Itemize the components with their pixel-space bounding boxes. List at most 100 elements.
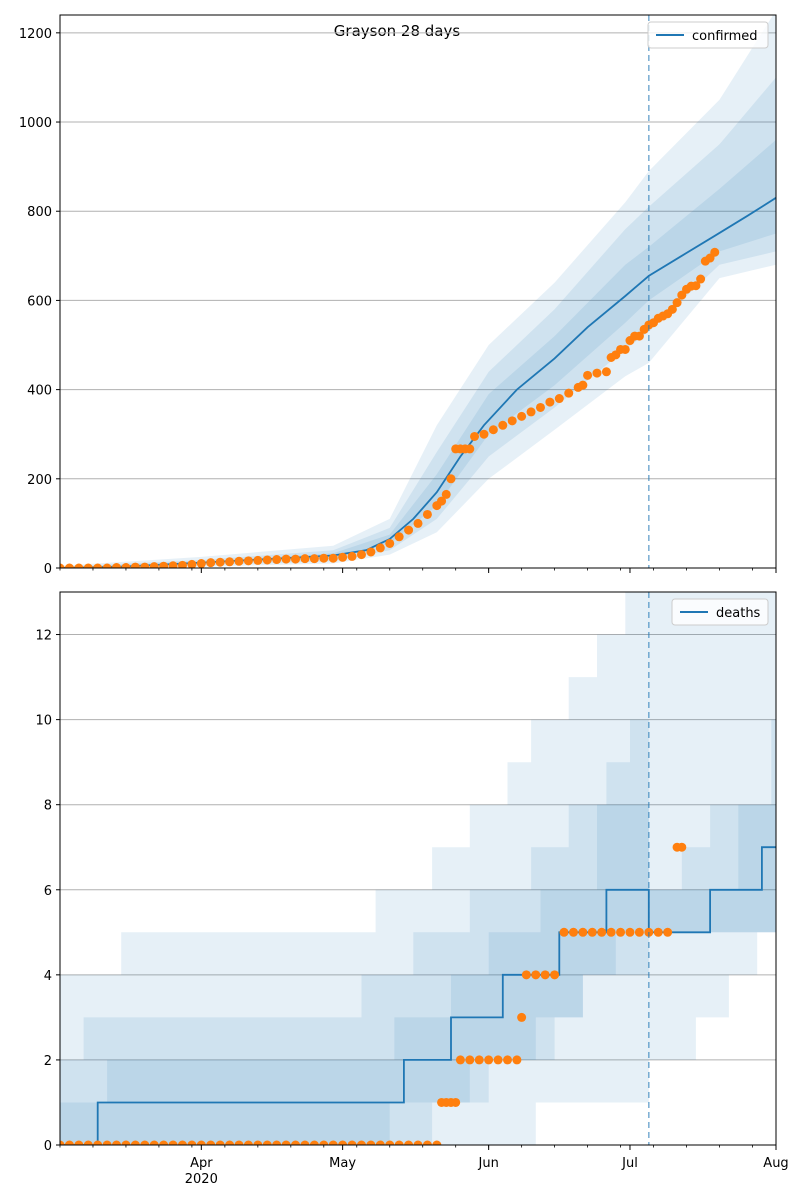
y-tick-label: 6 (44, 884, 52, 899)
observed-point (140, 562, 150, 568)
x-tick-sublabel: 2020 (185, 1172, 218, 1187)
observed-point (564, 388, 574, 398)
observed-point (149, 562, 159, 568)
x-tick-label: Aug (763, 1156, 788, 1171)
observed-point (394, 1140, 404, 1145)
x-tick-label: Apr (190, 1156, 213, 1171)
observed-point (507, 416, 517, 426)
observed-point (625, 927, 635, 937)
observed-point (484, 1055, 494, 1065)
observed-point (620, 344, 630, 354)
observed-point (159, 1140, 169, 1145)
observed-point (102, 563, 112, 568)
observed-point (470, 431, 480, 441)
x-tick-label: May (329, 1156, 356, 1171)
y-tick-label: 12 (35, 629, 52, 644)
observed-point (375, 1140, 385, 1145)
observed-point (234, 556, 244, 566)
observed-point (503, 1055, 512, 1065)
observed-point (281, 554, 291, 564)
observed-point (691, 281, 701, 291)
observed-point (196, 559, 206, 568)
plot-area (60, 592, 776, 1145)
observed-point (262, 555, 272, 565)
observed-point (60, 1140, 65, 1145)
observed-point (159, 561, 169, 568)
observed-point (225, 1140, 235, 1145)
observed-point (517, 1012, 527, 1022)
observed-point (451, 1097, 461, 1107)
observed-point (606, 927, 616, 937)
observed-point (540, 970, 550, 980)
observed-point (121, 563, 131, 568)
observed-point (243, 556, 253, 566)
observed-point (404, 525, 414, 535)
observed-point (347, 551, 357, 561)
observed-point (243, 1140, 253, 1145)
observed-point (300, 1140, 310, 1145)
observed-point (394, 532, 404, 542)
observed-point (479, 429, 489, 439)
observed-point (215, 1140, 225, 1145)
observed-point (404, 1140, 414, 1145)
observed-point (74, 1140, 84, 1145)
observed-point (578, 927, 588, 937)
observed-point (488, 425, 498, 435)
observed-point (168, 1140, 178, 1145)
observed-point (177, 560, 187, 568)
observed-point (465, 1055, 475, 1065)
observed-point (215, 557, 225, 567)
y-tick-label: 200 (27, 473, 52, 488)
confirmed-chart: 0 200 400 600 800 1000 1200 confirmed (19, 14, 777, 577)
y-tick-label: 1000 (19, 116, 52, 131)
observed-point (554, 394, 564, 404)
observed-point (253, 1140, 263, 1145)
observed-point (140, 1140, 150, 1145)
observed-point (319, 1140, 329, 1145)
observed-point (521, 970, 531, 980)
observed-point (234, 1140, 244, 1145)
observed-point (578, 380, 588, 390)
observed-point (526, 407, 536, 417)
observed-point (83, 1140, 93, 1145)
observed-point (206, 1140, 216, 1145)
observed-point (74, 563, 84, 568)
observed-point (83, 563, 93, 568)
observed-point (474, 1055, 484, 1065)
figure-title: Grayson 28 days (334, 22, 461, 40)
legend-box (647, 21, 769, 49)
legend-label: deaths (716, 606, 761, 621)
observed-point (309, 554, 319, 564)
observed-point (559, 927, 569, 937)
observed-point (663, 927, 673, 937)
observed-point (677, 842, 687, 852)
observed-point (130, 1140, 140, 1145)
observed-point (568, 927, 578, 937)
x-tick-label: Jun (478, 1156, 499, 1171)
observed-point (121, 1140, 131, 1145)
x-tick-label: Jul (621, 1156, 638, 1171)
legend-box (671, 598, 769, 626)
observed-point (696, 274, 706, 284)
observed-point (550, 970, 560, 980)
observed-point (493, 1055, 503, 1065)
observed-point (616, 927, 626, 937)
observed-point (112, 1140, 122, 1145)
observed-point (583, 370, 593, 380)
observed-point (225, 557, 235, 567)
observed-point (272, 555, 282, 565)
observed-point (531, 970, 541, 980)
observed-point (93, 1140, 103, 1145)
observed-point (545, 397, 555, 407)
y-tick-label: 4 (44, 969, 52, 984)
observed-point (366, 1140, 376, 1145)
observed-point (253, 555, 263, 565)
observed-point (634, 927, 644, 937)
observed-point (437, 496, 447, 506)
observed-point (300, 554, 310, 564)
y-tick-label: 10 (35, 714, 52, 729)
observed-point (385, 1140, 395, 1145)
observed-point (422, 1140, 432, 1145)
observed-point (64, 1140, 74, 1145)
